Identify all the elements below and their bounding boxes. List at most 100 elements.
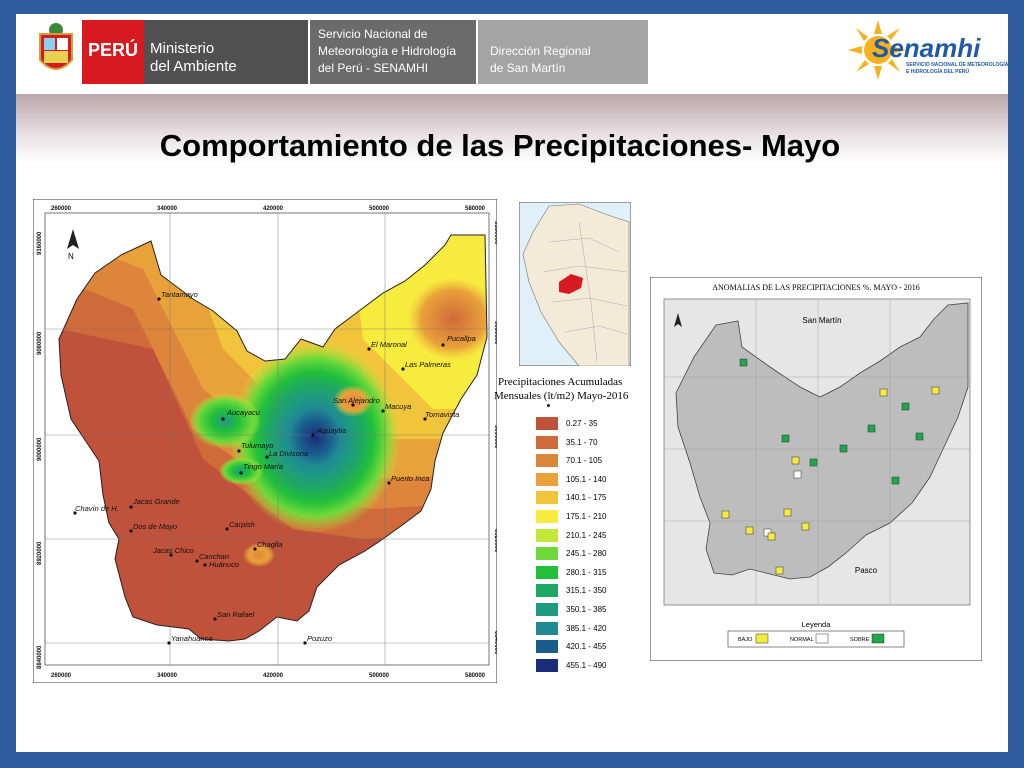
legend-swatch bbox=[536, 510, 558, 523]
place-label: Las Palmeras bbox=[405, 360, 451, 369]
place-label: Dos de Mayo bbox=[133, 522, 177, 531]
senamhi-line2: Meteorología e Hidrología bbox=[318, 44, 457, 58]
ministry-line2: del Ambiente bbox=[150, 58, 237, 75]
senamhi-block bbox=[310, 20, 476, 84]
legend-dot-icon bbox=[547, 404, 550, 407]
precipitation-map: N 260000 340000 420000 500000 580000 260… bbox=[33, 199, 497, 683]
legend-swatch bbox=[536, 565, 558, 579]
place-label: Macuya bbox=[385, 402, 411, 411]
legend-swatch bbox=[536, 435, 558, 449]
legend-item: 315.1 - 350 bbox=[536, 584, 656, 598]
legend-swatch bbox=[536, 547, 558, 561]
right-tick: 9000000 bbox=[493, 425, 497, 449]
senamhi-logo-subtitle1: SERVICIO NACIONAL DE METEOROLOGÍA bbox=[906, 62, 1009, 68]
legend-label: 140.1 - 175 bbox=[566, 493, 607, 503]
place-label: Carpish bbox=[229, 520, 255, 529]
place-label: Aguaytia bbox=[316, 426, 346, 435]
left-tick: 9160000 bbox=[37, 231, 43, 255]
right-tick: 8840000 bbox=[493, 631, 497, 655]
legend-item: 105.1 - 140 bbox=[536, 472, 656, 487]
place-label: Tingo María bbox=[243, 462, 283, 471]
peru-label: PERÚ bbox=[88, 40, 139, 60]
top-tick: 500000 bbox=[369, 206, 390, 212]
top-tick: 580000 bbox=[465, 206, 486, 212]
place-label: Aucayacu bbox=[226, 408, 261, 417]
right-tick: 9080000 bbox=[493, 321, 497, 345]
place-label: Yanahuanca bbox=[171, 634, 213, 643]
peru-block bbox=[82, 20, 144, 84]
legend-label: 455.1 - 490 bbox=[566, 660, 607, 670]
legend-label: 245.1 - 280 bbox=[566, 549, 607, 559]
legend-item: 385.1 - 420 bbox=[536, 621, 656, 636]
legend-swatch bbox=[536, 584, 558, 598]
title-band bbox=[16, 94, 1008, 164]
right-tick: 9160000 bbox=[493, 221, 497, 245]
peru-shield-icon bbox=[39, 23, 73, 70]
left-tick: 8920000 bbox=[37, 541, 43, 565]
place-label: Puerto Inca bbox=[391, 474, 429, 483]
top-tick: 260000 bbox=[51, 206, 72, 212]
bottom-tick: 340000 bbox=[157, 673, 178, 679]
place-label: Tornavista bbox=[425, 410, 459, 419]
legend-item: 0.27 - 35 bbox=[536, 417, 656, 431]
top-tick: 340000 bbox=[157, 206, 178, 212]
right-tick: 8920000 bbox=[493, 529, 497, 553]
legend-title-line1: Precipitaciones Acumuladas bbox=[498, 376, 623, 388]
legend-label: 420.1 - 455 bbox=[566, 642, 607, 652]
legend-item: 210.1 - 245 bbox=[536, 528, 656, 543]
place-label: El Maronal bbox=[371, 340, 407, 349]
legend-item: 280.1 - 315 bbox=[536, 565, 656, 580]
region-label-top: San Martín bbox=[802, 316, 841, 325]
legend-item: 455.1 - 490 bbox=[536, 658, 656, 673]
legend-item: 350.1 - 385 bbox=[536, 603, 656, 617]
legend-label: 70.1 - 105 bbox=[566, 456, 603, 466]
legend-label: 210.1 - 245 bbox=[566, 530, 607, 540]
senamhi-line3: del Perú - SENAMHI bbox=[318, 61, 429, 75]
anomaly-title: ANOMALIAS DE LAS PRECIPITACIONES %. MAYO… bbox=[712, 283, 920, 292]
senamhi-line1: Servicio Nacional de bbox=[318, 27, 428, 41]
place-label: La Divisoria bbox=[269, 449, 308, 458]
place-label: Jacas Grande bbox=[132, 497, 180, 506]
left-tick: 9080000 bbox=[37, 331, 43, 355]
legend-swatch bbox=[536, 417, 558, 430]
legend-label: 35.1 - 70 bbox=[566, 437, 598, 447]
legend-swatch bbox=[536, 491, 558, 505]
ministry-line1: Ministerio bbox=[150, 40, 215, 57]
left-tick: 8840000 bbox=[37, 645, 43, 669]
place-label: Pucallpa bbox=[447, 334, 476, 343]
peru-location-inset bbox=[519, 202, 631, 366]
place-label: Jacas Chico bbox=[152, 546, 194, 555]
regional-block bbox=[478, 20, 648, 84]
legend-item: 70.1 - 105 bbox=[536, 454, 656, 468]
bottom-tick: 260000 bbox=[51, 673, 72, 679]
place-label: Tantamayo bbox=[161, 290, 198, 299]
senamhi-sun-icon bbox=[848, 20, 906, 80]
anomaly-map: ANOMALIAS DE LAS PRECIPITACIONES %. MAYO… bbox=[650, 277, 982, 661]
legend-label: 105.1 - 140 bbox=[566, 474, 607, 484]
legend-label: 350.1 - 385 bbox=[566, 605, 607, 614]
anomaly-legend-title: Leyenda bbox=[802, 620, 832, 629]
north-arrow-icon bbox=[674, 313, 682, 327]
legend-label: 0.27 - 35 bbox=[566, 419, 598, 428]
legend-swatch bbox=[536, 472, 558, 486]
legend-label: 385.1 - 420 bbox=[566, 623, 607, 633]
left-tick: 9000000 bbox=[37, 437, 43, 461]
place-label: Chavín de H. bbox=[75, 504, 119, 513]
north-label: N bbox=[68, 252, 74, 261]
place-label: Pozuzo bbox=[307, 634, 332, 643]
anomaly-legend-label: SOBRE bbox=[850, 637, 870, 643]
legend-swatch bbox=[536, 454, 558, 468]
legend-swatch bbox=[536, 658, 558, 672]
legend-item: 35.1 - 70 bbox=[536, 435, 656, 450]
legend-label: 280.1 - 315 bbox=[566, 567, 607, 577]
legend-item: 175.1 - 210 bbox=[536, 510, 656, 524]
anomaly-legend-label: NORMAL bbox=[790, 637, 814, 643]
region-label-bottom: Pasco bbox=[855, 566, 878, 575]
legend-swatch bbox=[536, 528, 558, 542]
legend-item: 420.1 - 455 bbox=[536, 640, 656, 654]
legend-title-line2: Mensuales (lt/m2) Mayo-2016 bbox=[494, 390, 629, 402]
bottom-tick: 580000 bbox=[465, 673, 486, 679]
top-tick: 420000 bbox=[263, 206, 284, 212]
place-label: Tulumayo bbox=[241, 441, 273, 450]
legend-label: 315.1 - 350 bbox=[566, 586, 607, 596]
